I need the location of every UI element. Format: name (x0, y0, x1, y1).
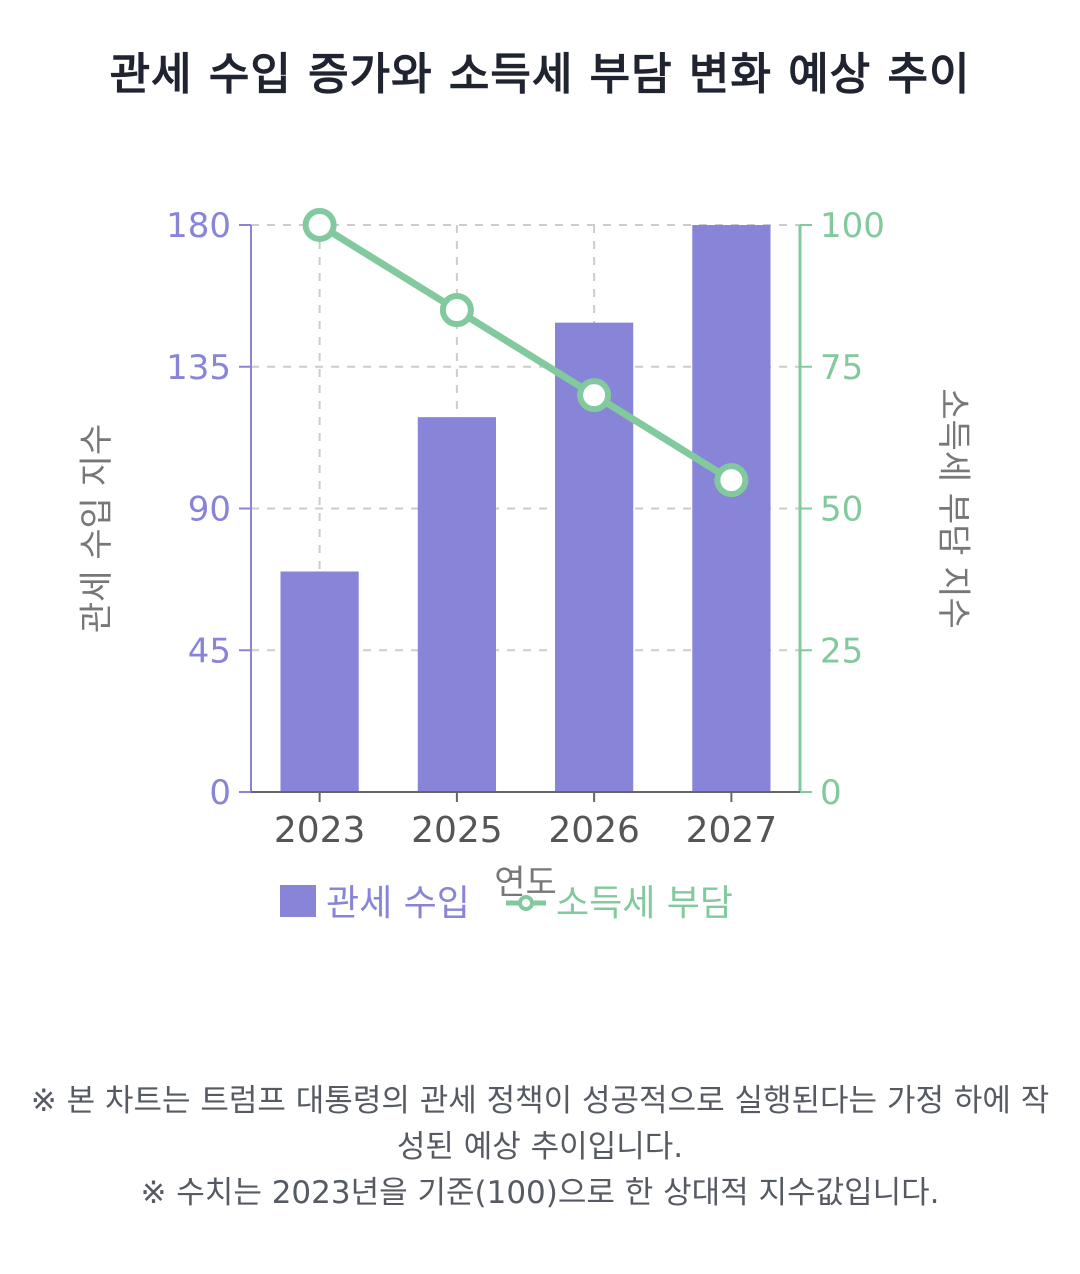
bar-tariff-revenue (692, 225, 771, 792)
bar-tariff-revenue (417, 417, 496, 792)
y-right-tick-label: 50 (820, 490, 863, 530)
x-tick-label: 2027 (686, 810, 778, 851)
footnote-index-basis: ※ 수치는 2023년을 기준(100)으로 한 상대적 지수값입니다. (140, 1175, 940, 1211)
chart-title: 관세 수입 증가와 소득세 부담 변화 예상 추이 (109, 49, 971, 100)
x-tick-label: 2023 (274, 810, 366, 851)
y-right-tick-label: 0 (820, 773, 842, 813)
combo-chart: 0 45 90 135 180 0 25 50 75 100 2023 2025 2026 2027 관세 … (77, 206, 973, 924)
legend-label-tariff-revenue: 관세 수입 (326, 883, 470, 924)
y-left-tick-label: 180 (166, 206, 231, 246)
point-income-tax-burden (439, 293, 474, 328)
line-income-tax-burden (317, 222, 734, 484)
y-left-tick-label: 135 (166, 348, 231, 388)
y-right-axis-label: 소득세 부담 지수 (933, 388, 973, 629)
point-income-tax-burden (714, 463, 749, 498)
x-tick-label: 2025 (411, 810, 503, 851)
y-left-tick-label: 0 (209, 773, 231, 813)
legend-swatch-bar (280, 885, 316, 917)
legend-swatch-point (518, 895, 534, 911)
y-left-tick-label: 90 (188, 490, 231, 530)
y-right-tick-label: 25 (820, 631, 863, 671)
point-income-tax-burden (577, 378, 612, 413)
x-tick-label: 2026 (548, 810, 640, 851)
y-right-tick-label: 100 (820, 206, 885, 246)
footnotes: ※ 본 차트는 트럼프 대통령의 관세 정책이 성공적으로 실행된다는 가정 하… (30, 1078, 1050, 1216)
y-right-tick-label: 75 (820, 348, 863, 388)
bar-tariff-revenue (280, 571, 359, 792)
y-left-tick-label: 45 (188, 631, 231, 671)
y-left-axis-label: 관세 수입 지수 (77, 424, 117, 633)
footnote-assumption: ※ 본 차트는 트럼프 대통령의 관세 정책이 성공적으로 실행된다는 가정 하… (30, 1083, 1050, 1165)
point-income-tax-burden (302, 208, 337, 242)
legend-label-income-tax: 소득세 부담 (556, 883, 733, 924)
